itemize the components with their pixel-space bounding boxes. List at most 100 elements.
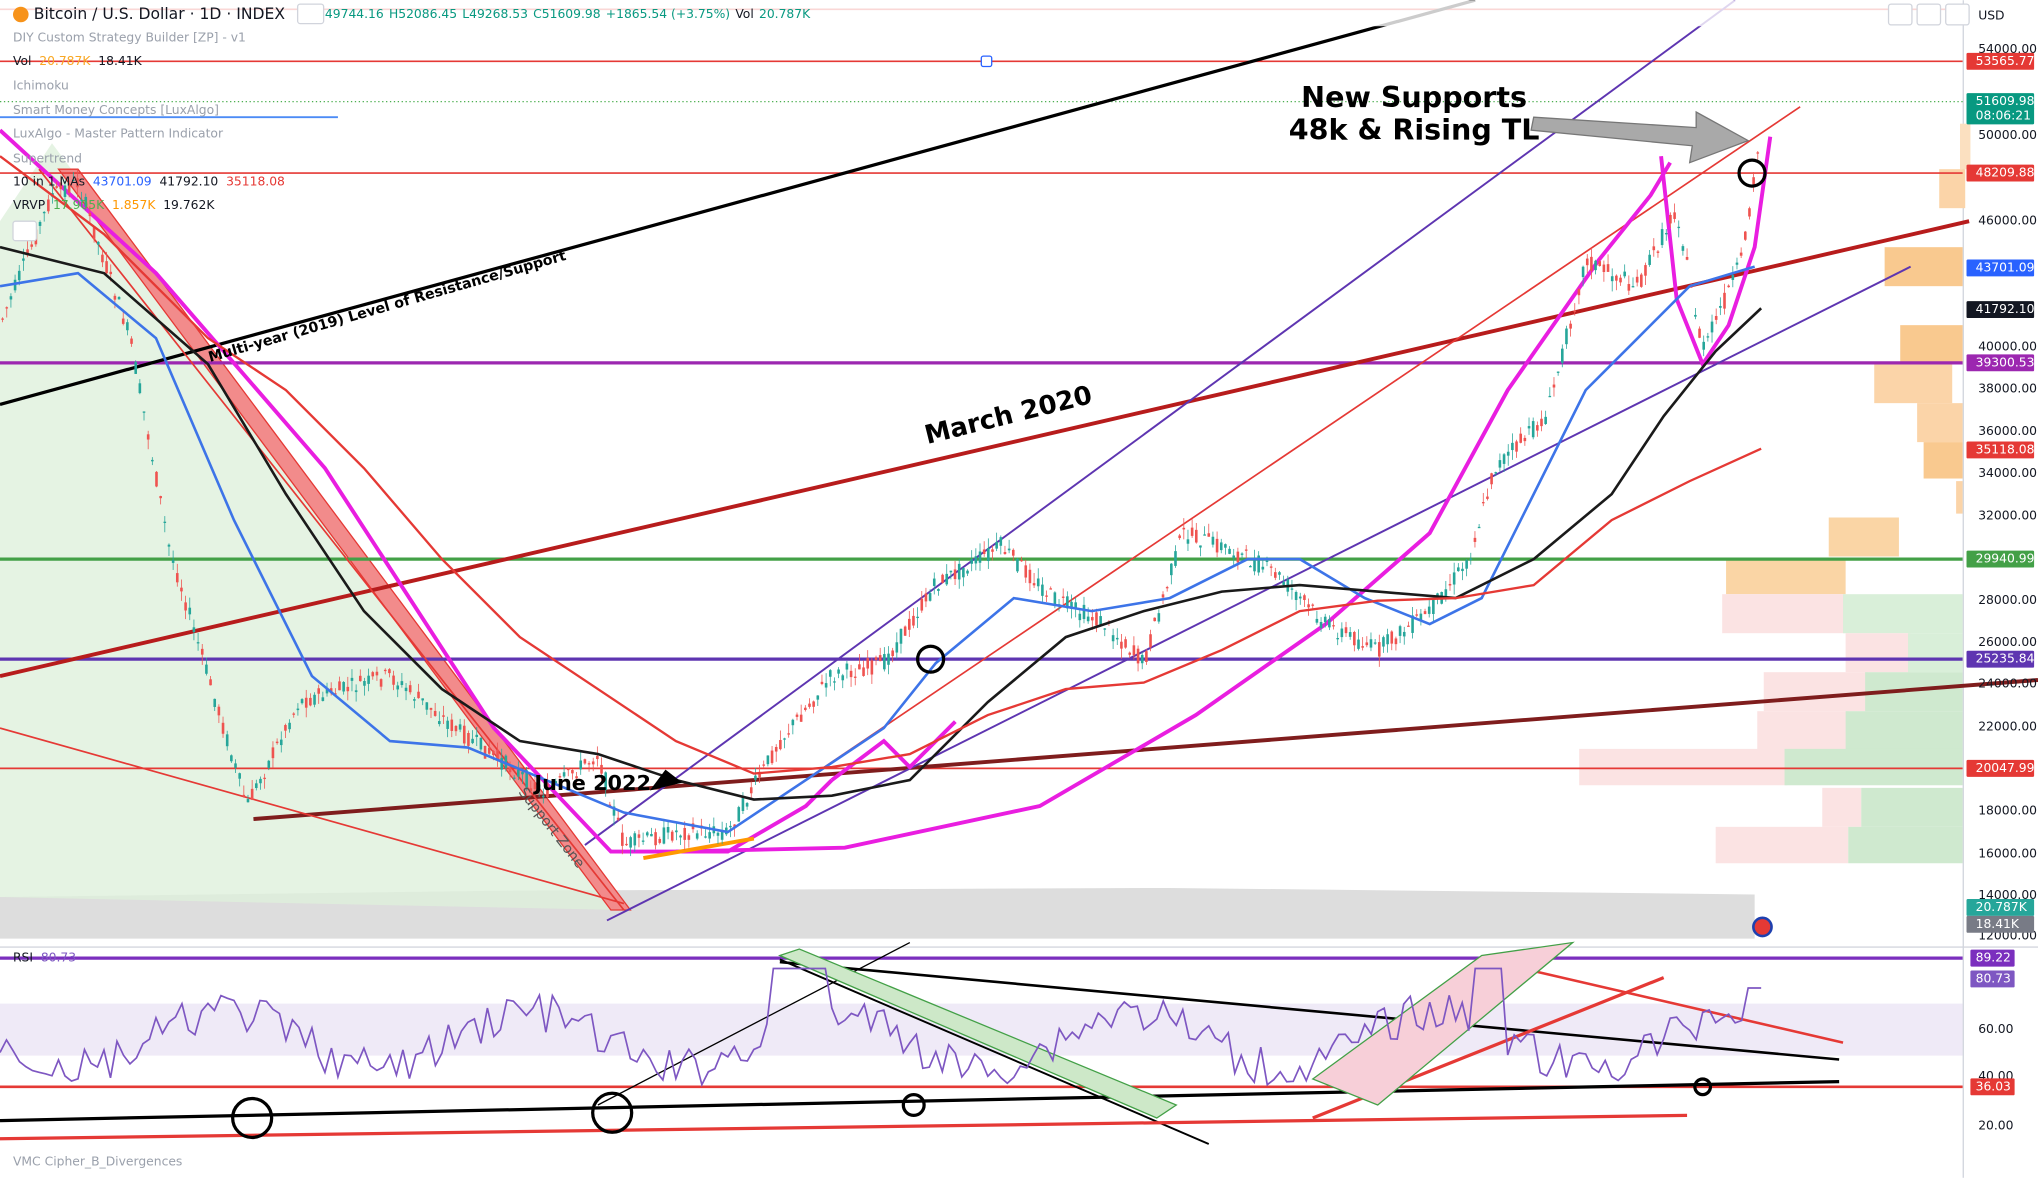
orange-line [643, 836, 755, 860]
candle-body [317, 688, 320, 694]
candle-body [1536, 425, 1539, 431]
rsi-channel [778, 948, 1178, 1119]
candle-body [641, 840, 645, 842]
candle-body [421, 698, 424, 701]
candle-body [180, 587, 183, 592]
indicator-name[interactable]: VRVP [13, 198, 46, 212]
candle-body [1627, 284, 1631, 291]
candle-body [1698, 328, 1701, 338]
trend-line [606, 265, 1912, 922]
candle-body [1045, 595, 1048, 597]
window-button[interactable] [1916, 3, 1942, 26]
pane-divider [0, 946, 2038, 948]
candle-body [1178, 535, 1181, 539]
candle-body [1244, 549, 1248, 551]
candle-body [1336, 638, 1339, 640]
indicator-name[interactable]: LuxAlgo - Master Pattern Indicator [13, 127, 224, 141]
flag-icon [1752, 916, 1773, 938]
candle-body [1078, 613, 1082, 621]
candle-body [558, 776, 562, 778]
candle-body [1186, 539, 1190, 544]
price-label-bg [1966, 301, 2035, 319]
rsi-label-bg [1970, 970, 2015, 988]
candle-body [1261, 566, 1265, 570]
candle-body [221, 722, 225, 734]
candle-body [67, 185, 71, 193]
candle-body [1427, 606, 1431, 614]
indicator-name[interactable]: Ichimoku [13, 78, 69, 92]
candle-body [492, 751, 495, 756]
candle-body [912, 615, 915, 626]
indicator-name[interactable]: 10 in 1 MAs [13, 175, 85, 189]
candle-body [1032, 583, 1036, 586]
candle-body [887, 653, 890, 665]
candle-body [429, 707, 433, 710]
candle-body [1361, 646, 1364, 648]
candle-body [916, 616, 919, 619]
price-label-bg [1966, 441, 2035, 459]
indicator-name[interactable]: VMC Cipher_B_Divergences [13, 1155, 182, 1169]
candle-body [496, 749, 499, 760]
candle-body [1340, 628, 1344, 638]
price-tick-label: 26000.00 [1978, 635, 2037, 649]
volume-profile-bar [1923, 442, 1963, 479]
candle-body [392, 675, 395, 685]
candle-body [1481, 502, 1485, 504]
candle-body [271, 747, 275, 759]
candle-body [999, 537, 1003, 546]
candle-body [645, 832, 649, 836]
candle-body [1099, 616, 1102, 627]
collapse-button[interactable] [12, 220, 38, 242]
candle-body [1224, 544, 1227, 548]
indicator-name[interactable]: Smart Money Concepts [LuxAlgo] [13, 103, 219, 117]
candle-body [804, 707, 807, 710]
indicator-name[interactable]: DIY Custom Strategy Builder [ZP] - v1 [13, 30, 246, 44]
window-button[interactable] [1887, 3, 1913, 26]
window-button[interactable] [1945, 3, 1970, 26]
candle-body [517, 769, 520, 777]
candle-body [941, 574, 944, 583]
volume-profile-bar [1908, 633, 1963, 673]
anchor-handle[interactable] [980, 55, 993, 68]
candle-body [454, 725, 458, 732]
candle-body [1419, 613, 1423, 621]
candle-body [188, 607, 192, 615]
candle-body [587, 763, 591, 765]
candle-body [816, 695, 820, 700]
candle-body [1548, 395, 1552, 398]
candle-body [17, 270, 21, 281]
candle-body [841, 675, 845, 681]
candle-body [267, 760, 271, 768]
candle-body [604, 772, 607, 791]
indicator-value: 20.787K [39, 54, 91, 68]
candle-body [1344, 627, 1348, 634]
volume-profile-bar [1784, 748, 1963, 786]
candle-body [1136, 648, 1140, 664]
rsi-name[interactable]: RSI [13, 951, 33, 965]
candle-body [234, 763, 237, 768]
candle-body [425, 702, 429, 710]
price-label: 39300.53 [1976, 355, 2035, 369]
candle-body [1240, 553, 1244, 555]
candle-body [1020, 559, 1023, 562]
candle-body [205, 664, 208, 674]
candle-body [924, 593, 928, 602]
symbol-title[interactable]: Bitcoin / U.S. Dollar · 1D · INDEX [34, 5, 286, 23]
indicator-name[interactable]: Vol [13, 54, 31, 68]
candle-body [92, 226, 96, 239]
candle-body [795, 714, 799, 717]
candle-body [629, 837, 632, 848]
volume-profile-bar [1917, 403, 1963, 443]
candle-body [1544, 416, 1547, 424]
candle-body [1660, 229, 1664, 246]
currency[interactable]: USD [1978, 8, 2004, 22]
candle-body [138, 383, 142, 394]
indicator-name[interactable]: Supertrend [13, 151, 82, 165]
header-buttons[interactable] [296, 3, 325, 25]
price-tick-label: 54000.00 [1978, 42, 2037, 56]
pattern-curve [0, 128, 834, 854]
price-label-bg [1966, 915, 2035, 933]
candle-body [63, 185, 67, 197]
rsi-label: 36.03 [1976, 1079, 2011, 1093]
